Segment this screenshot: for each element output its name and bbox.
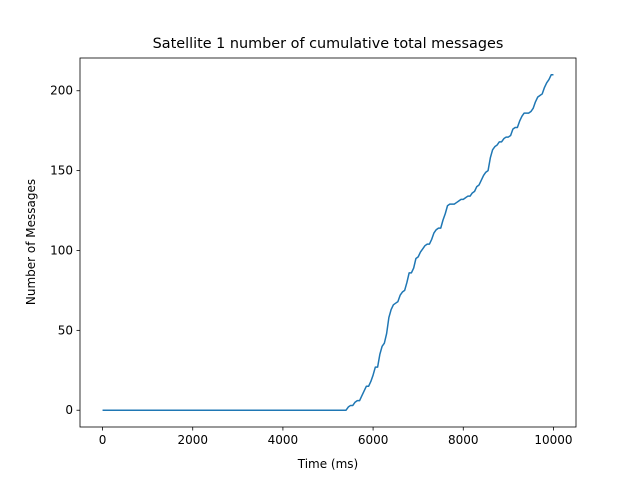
y-tick-label: 150 — [50, 164, 73, 178]
chart-title: Satellite 1 number of cumulative total m… — [153, 36, 504, 52]
x-tick-label: 2000 — [177, 433, 208, 447]
series-line-0 — [102, 74, 554, 411]
axes-frame — [79, 57, 577, 428]
y-tick-label: 100 — [50, 243, 73, 257]
y-tick-label: 50 — [58, 323, 73, 337]
y-tick-label: 200 — [50, 84, 73, 98]
x-axis-label: Time (ms) — [297, 457, 359, 471]
x-tick-label: 0 — [99, 433, 107, 447]
plot-area: 0 2000 4000 6000 8000 10000 0 50 100 150 200 — [50, 57, 577, 447]
y-tick-label: 0 — [65, 403, 73, 417]
x-tick-label: 6000 — [358, 433, 389, 447]
x-tick-label: 4000 — [268, 433, 299, 447]
x-tick-label: 10000 — [534, 433, 572, 447]
y-axis-label: Number of Messages — [24, 179, 38, 305]
x-tick-label: 8000 — [448, 433, 479, 447]
